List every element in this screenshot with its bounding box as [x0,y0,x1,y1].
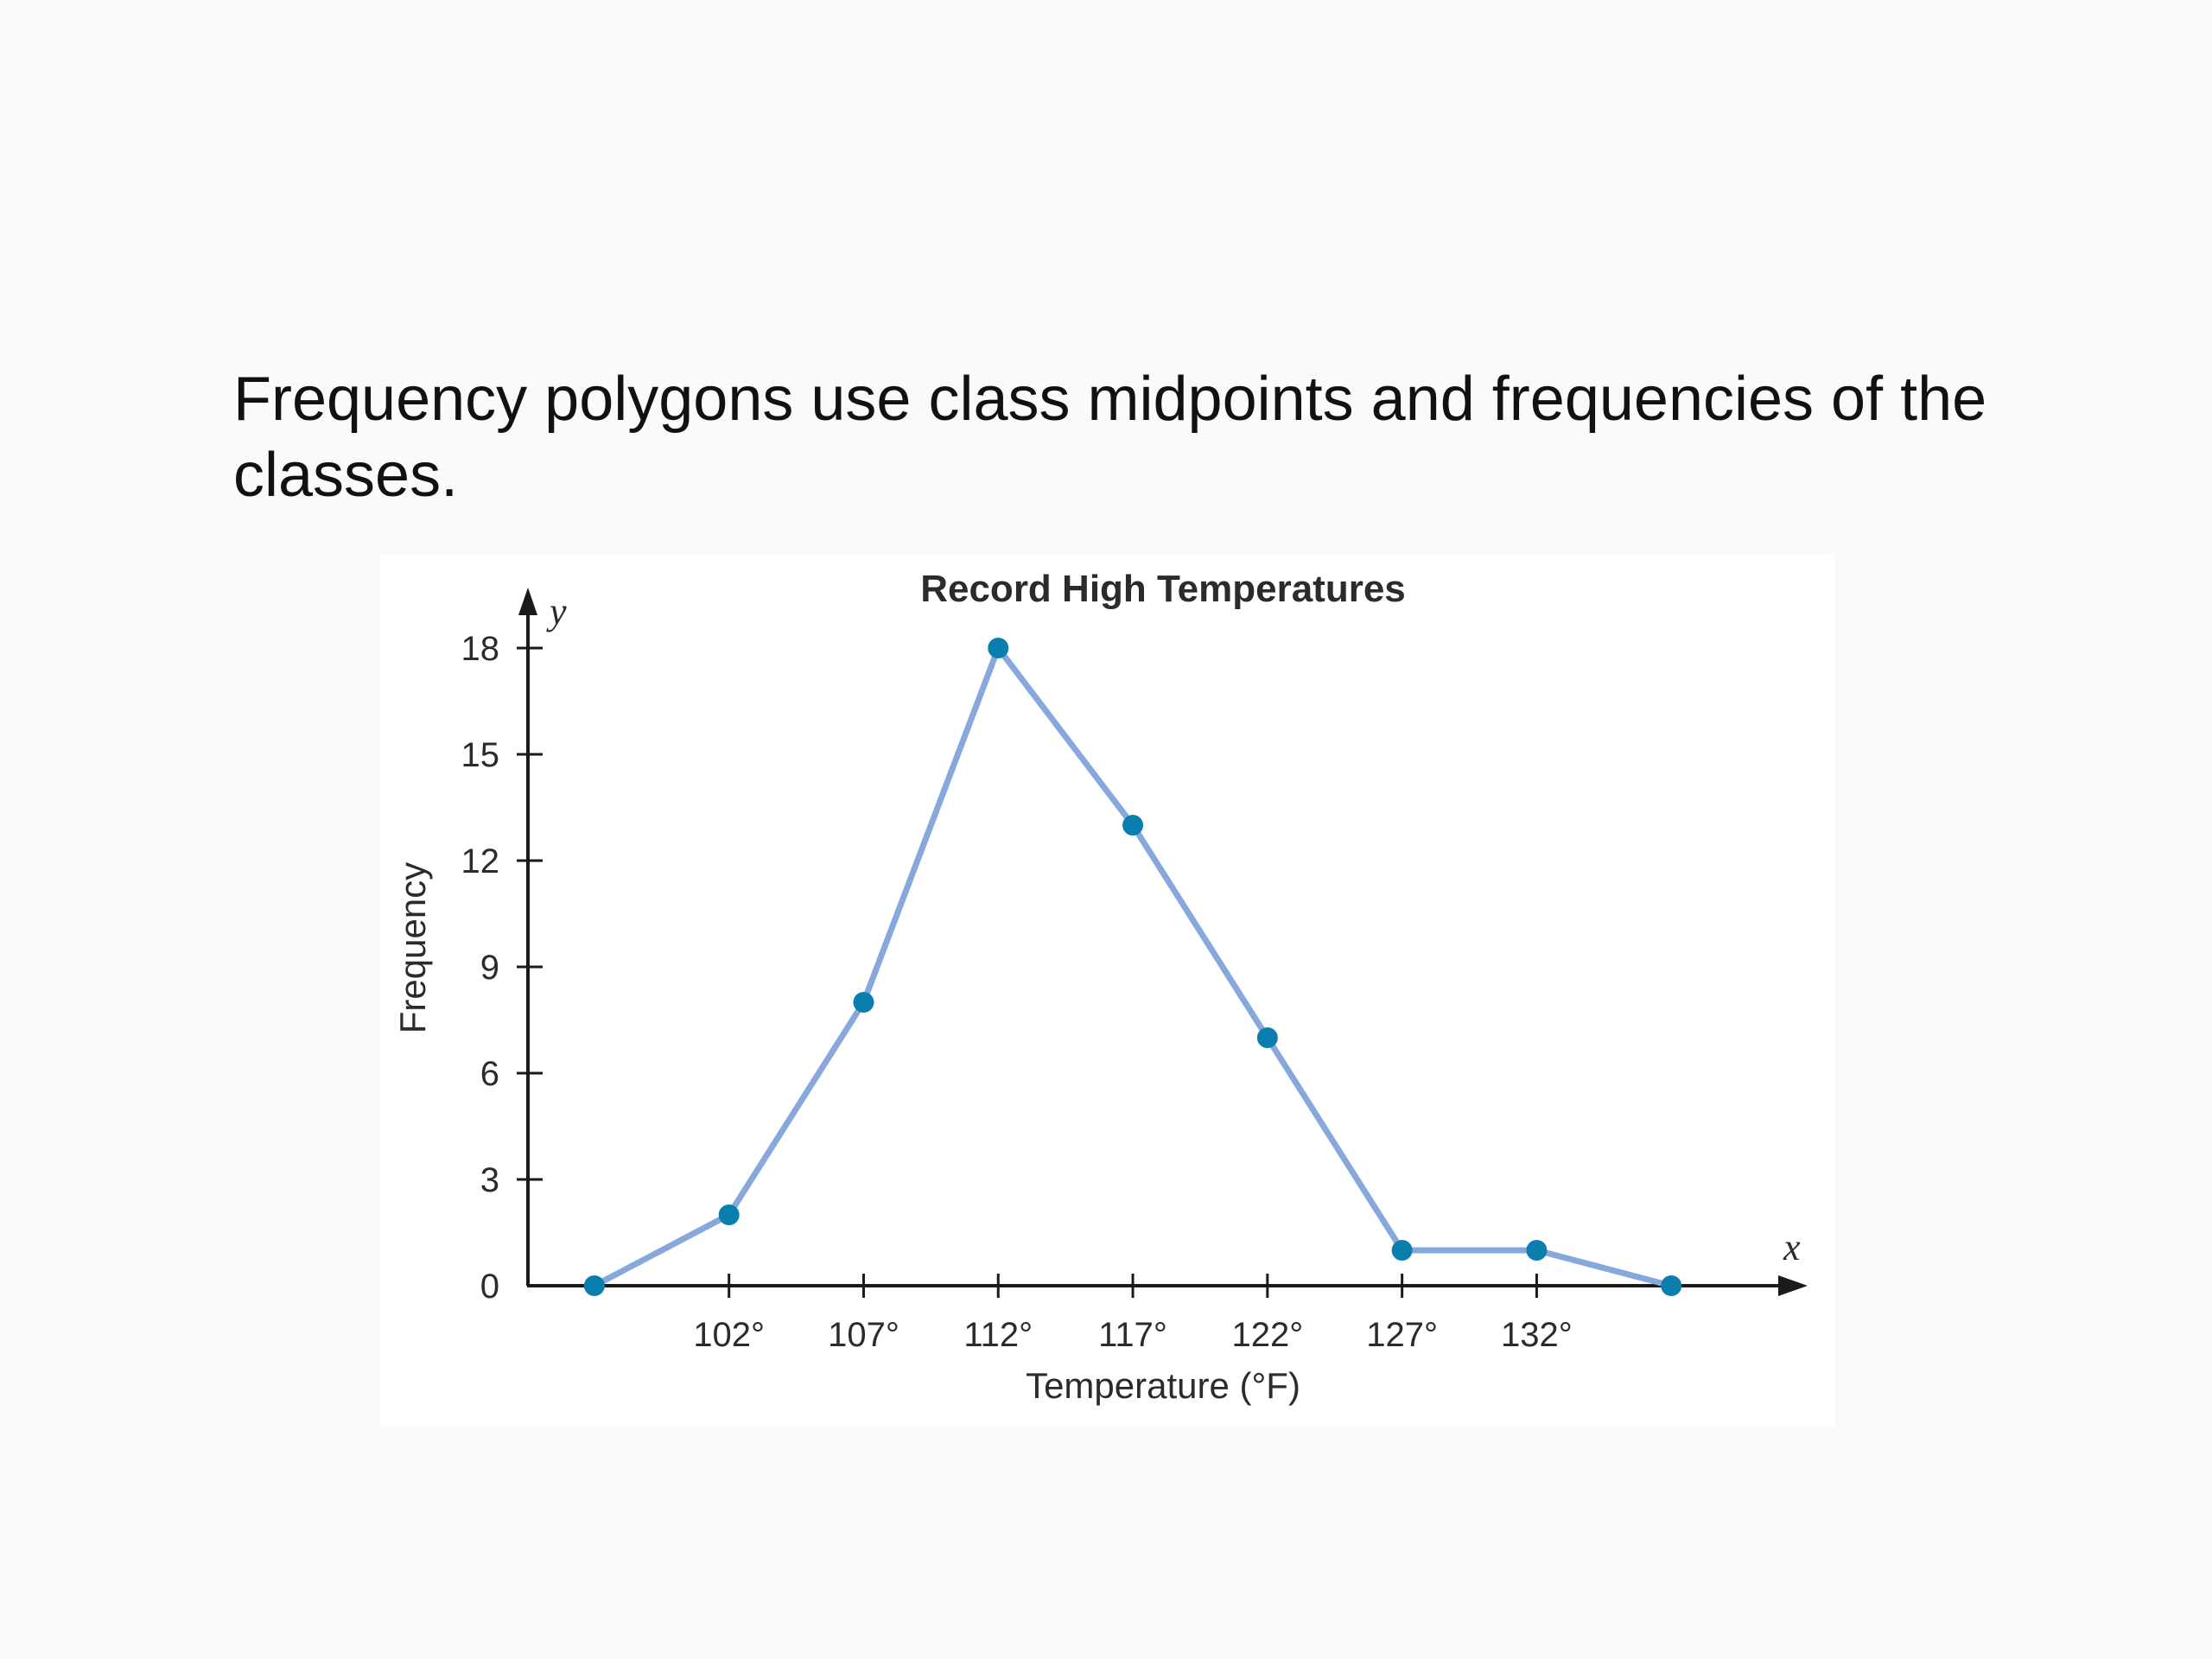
x-tick-label: 117° [1098,1316,1167,1354]
y-tick-label: 9 [480,949,499,987]
y-tick-label: 12 [461,842,500,880]
x-tick-label: 127° [1366,1316,1438,1354]
data-point [988,638,1009,658]
y-tick-label: 3 [480,1161,499,1199]
y-tick-label: 6 [480,1055,499,1093]
data-point [1526,1240,1548,1261]
chart-panel: Record High Temperatures Frequency Tempe… [380,555,1835,1427]
data-point [1661,1275,1682,1296]
x-axis-arrow [1778,1275,1808,1296]
data-point [1256,1027,1278,1048]
series-line [591,645,1675,1289]
y-tick-label: 0 [480,1268,499,1306]
x-axis-title: Temperature (°F) [1026,1365,1300,1406]
frequency-polygon-chart: Record High Temperatures Frequency Tempe… [392,568,1808,1406]
y-tick-label: 18 [461,630,500,668]
y-tick-label: 15 [461,736,500,774]
chart-title: Record High Temperatures [920,568,1406,610]
slide-caption: Frequency polygons use class midpoints a… [233,365,1987,510]
y-axis-title: Frequency [392,862,433,1033]
data-point [583,1275,605,1296]
y-axis-arrow [518,588,537,615]
x-tick-label: 112° [963,1316,1033,1354]
x-tick-label: 122° [1231,1316,1303,1354]
data-point [718,1205,740,1225]
data-point [1122,815,1144,836]
x-tick-label: 132° [1501,1316,1573,1354]
x-tick-label: 107° [828,1316,899,1354]
data-point [1391,1240,1413,1261]
x-axis-letter: x [1783,1226,1801,1268]
data-point [853,992,874,1013]
y-axis-letter: y [546,590,567,632]
x-tick-label: 102° [693,1316,765,1354]
